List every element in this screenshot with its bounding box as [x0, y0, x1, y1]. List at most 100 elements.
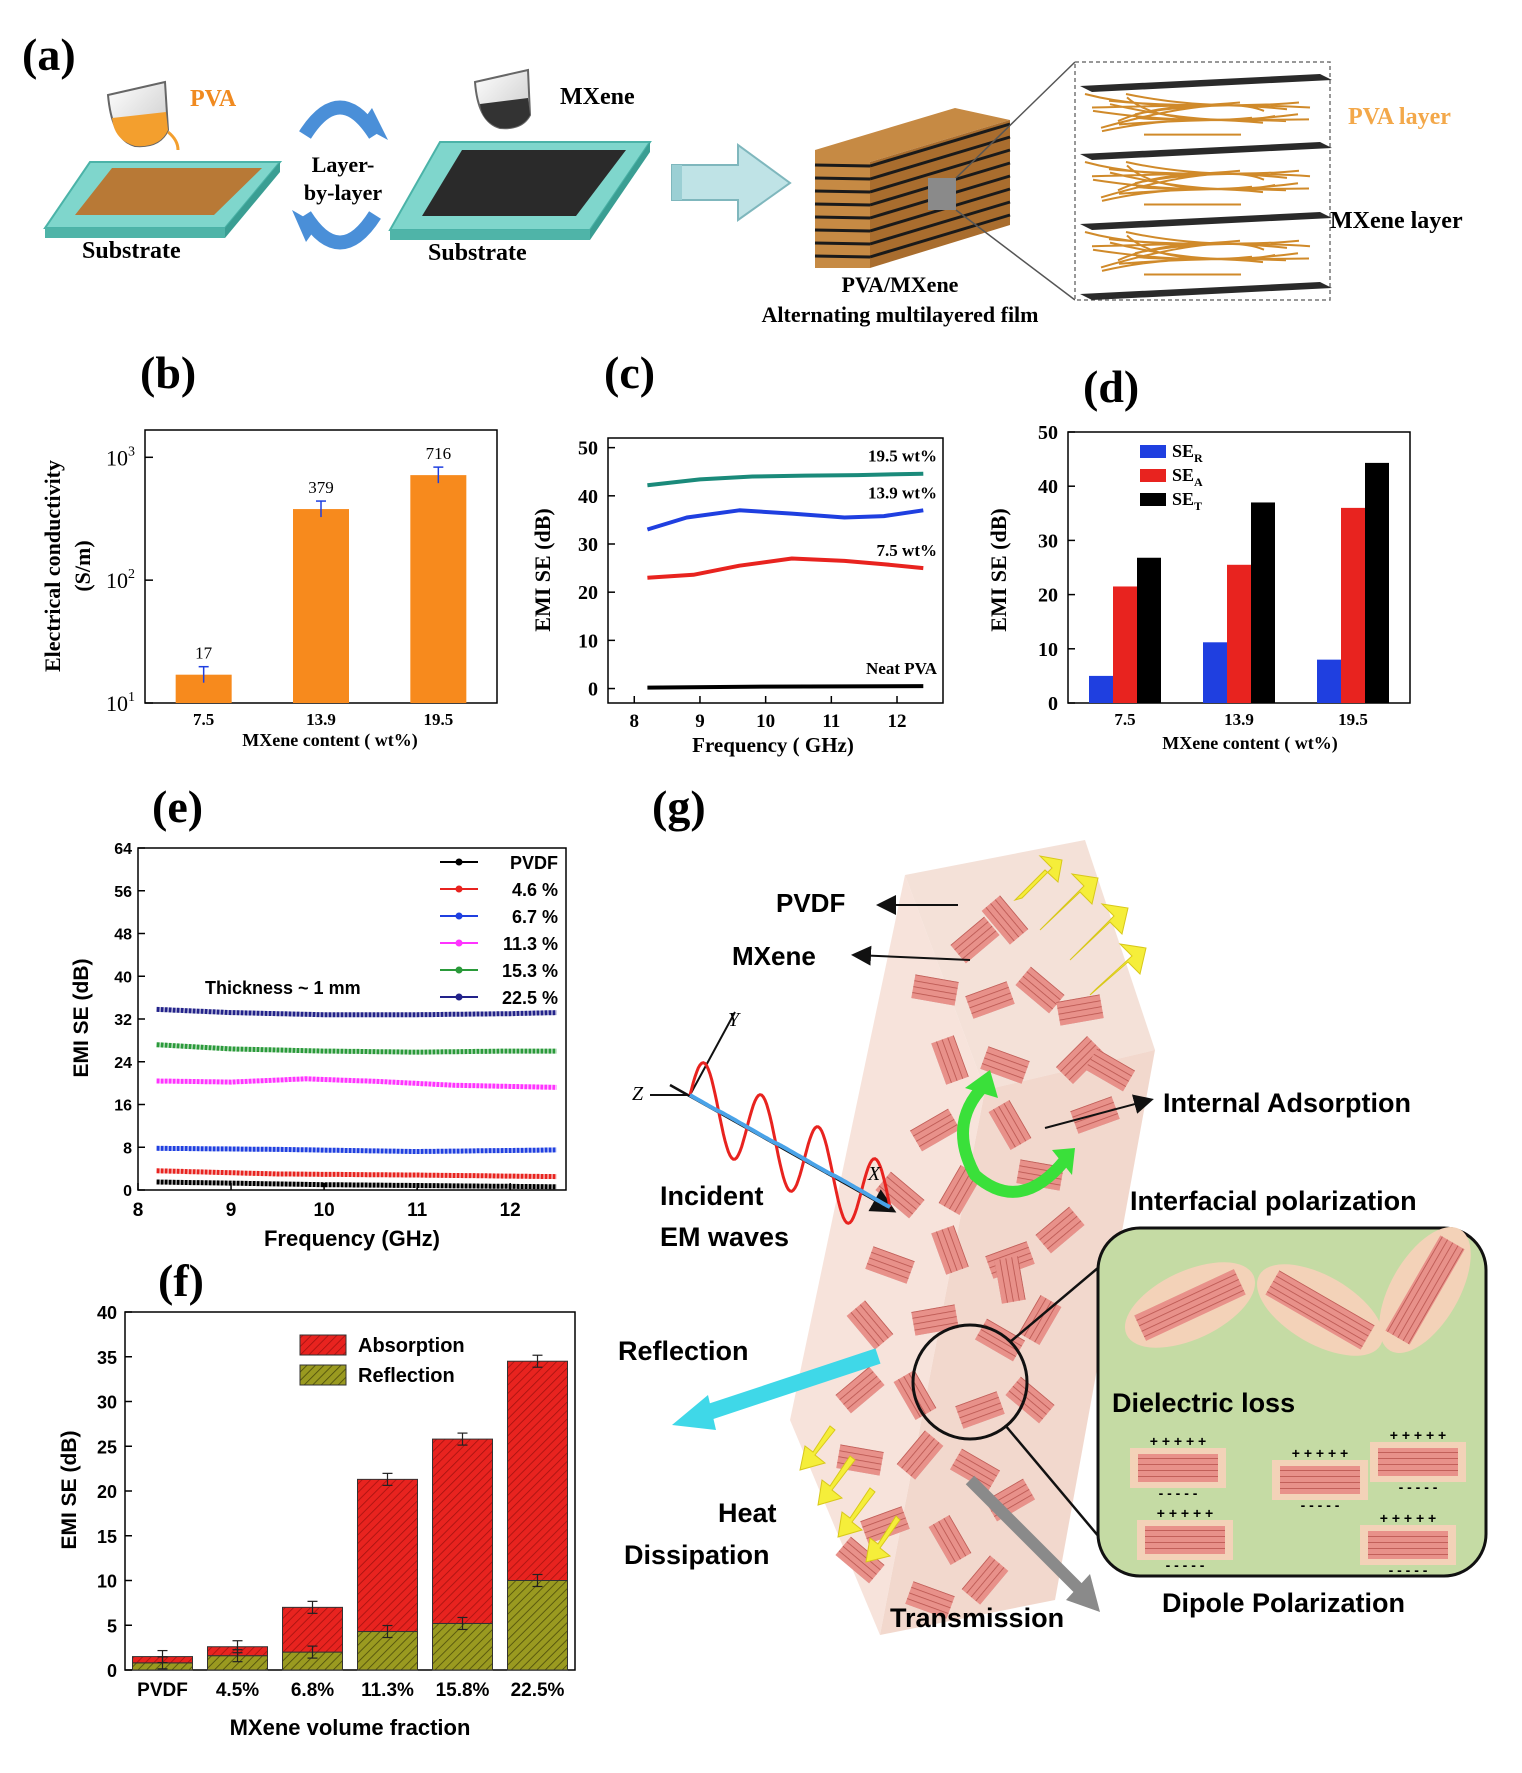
- internal-adsorption-label: Internal Adsorption: [1163, 1088, 1411, 1118]
- chart-f-bar-absorption: [432, 1438, 493, 1624]
- chart-f-ytick-label: 0: [107, 1661, 117, 1681]
- pva-chains: [1084, 231, 1311, 276]
- em-wave-illustration: [650, 1011, 897, 1225]
- film-stripe: [814, 189, 871, 194]
- incident-label-1: Incident: [660, 1181, 764, 1211]
- chart-e-legend-label: 11.3 %: [503, 934, 558, 954]
- mxene-sheet: [1080, 212, 1332, 230]
- chart-c-lines: 19.5 wt% 13.9 wt% 7.5 wt% Neat PVA: [646, 447, 938, 690]
- pva-substrate-illustration: [43, 161, 283, 238]
- negative-charges: - - - - -: [1301, 1497, 1340, 1513]
- chart-e-xtick-label: 10: [314, 1200, 335, 1221]
- panel-label-a: (a): [22, 29, 76, 80]
- mxene-flake: [965, 981, 1015, 1019]
- inset-flake: [1134, 1269, 1246, 1341]
- film-label-2: Alternating multilayered film: [762, 302, 1039, 327]
- positive-charges: + + + + +: [1390, 1427, 1446, 1443]
- chart-e-ytick-label: 32: [114, 1012, 132, 1029]
- chart-f-bar-absorption: [282, 1606, 343, 1653]
- axis-y-label: Y: [728, 1009, 741, 1031]
- mxene-flake: [1084, 1048, 1136, 1092]
- chart-f-legend-swatch: [299, 1364, 347, 1386]
- chart-c-ytick-label: 10: [578, 630, 598, 652]
- chart-f-ytick-label: 40: [97, 1303, 117, 1323]
- chart-c-series-line: [646, 508, 924, 532]
- negative-charges: - - - - -: [1166, 1557, 1205, 1573]
- pva-chains: [1084, 161, 1311, 206]
- mxene-cup-icon: [473, 68, 532, 130]
- chart-c-ytick-label: 30: [578, 534, 598, 556]
- panel-f-chart: (f) 0 5 10 15 20 25 30 35 40 PVDF 4.5% 6.8% 11.3% 15…: [58, 1255, 576, 1740]
- chart-f-legend-label: Absorption: [358, 1335, 465, 1357]
- layer-by-layer-cycle-icon: [292, 100, 388, 250]
- chart-d-ytick-label: 50: [1038, 422, 1058, 444]
- mxene-label-g: MXene: [732, 941, 816, 971]
- panel-label-d: (d): [1083, 361, 1139, 412]
- mxene-pointer: [851, 945, 971, 966]
- panel-label-b: (b): [140, 347, 196, 398]
- chart-f-ytick-label: 25: [97, 1437, 117, 1457]
- chart-f-xtick-label: 22.5%: [511, 1680, 565, 1701]
- chart-d-legend-label: SET: [1172, 489, 1202, 513]
- chart-f-bar-reflection: [507, 1580, 568, 1671]
- mxene-flake: [835, 1536, 885, 1584]
- mxene-flake: [974, 1318, 1026, 1362]
- positive-charges: + + + + +: [1380, 1510, 1436, 1526]
- chart-d-xtick-label: 13.9: [1224, 710, 1254, 729]
- chart-e-frame: [137, 847, 567, 1191]
- mxene-flake: [1056, 994, 1104, 1026]
- chart-e-legend-marker: [455, 993, 463, 1001]
- pva-chains: [1084, 93, 1311, 136]
- chart-e-legend-marker: [455, 858, 463, 866]
- chart-b-ylabel-2: (S/m): [70, 540, 95, 591]
- mxene-flake: [909, 1108, 961, 1152]
- chart-b-ylabel-1: Electrical conductivity: [40, 460, 65, 672]
- chart-c-xlabel: Frequency ( GHz): [692, 733, 854, 757]
- chart-c-series-label: 19.5 wt%: [868, 447, 937, 466]
- chart-c-xtick-label: 9: [695, 711, 705, 732]
- film-stripe: [814, 241, 871, 246]
- layer-by-layer-label-1: Layer-: [312, 152, 375, 177]
- chart-d-xtick-label: 7.5: [1114, 710, 1135, 729]
- chart-f-ytick-label: 20: [97, 1482, 117, 1502]
- film-stripe: [869, 200, 1011, 246]
- mxene-flake: [860, 1506, 910, 1544]
- negative-charges: - - - - -: [1399, 1479, 1438, 1495]
- mxene-flake: [835, 1366, 885, 1414]
- chart-f-legend: Absorption Reflection: [299, 1334, 465, 1387]
- chart-e-ytick-label: 48: [114, 927, 132, 944]
- internal-adsorption-cycle-icon: [957, 1070, 1075, 1198]
- chart-c-ytick-label: 50: [578, 438, 598, 460]
- pva-cup-icon: [106, 80, 180, 151]
- chart-b-ytick-label: 102: [106, 567, 135, 593]
- chart-b-xtick-label: 19.5: [423, 710, 453, 729]
- mxene-flake: [955, 1391, 1005, 1429]
- chart-e-legend-marker: [455, 885, 463, 893]
- chart-e-ytick-label: 64: [114, 841, 132, 858]
- chart-d-bar: [1317, 659, 1341, 703]
- chart-c-series-label: 13.9 wt%: [868, 483, 937, 502]
- panel-g-schematic: (g): [618, 781, 1488, 1635]
- chart-c-frame: [607, 437, 944, 704]
- chart-c-ytick-label: 40: [578, 486, 598, 508]
- chart-e-legend-label: 22.5 %: [502, 988, 558, 1008]
- multilayer-film-illustration: [814, 61, 1076, 301]
- transmission-label: Transmission: [890, 1603, 1064, 1633]
- mxene-layer-label: MXene layer: [1330, 208, 1463, 234]
- chart-b-value-label: 716: [426, 444, 452, 463]
- mxene-flake: [865, 1246, 915, 1284]
- chart-d-ytick-label: 10: [1038, 639, 1058, 661]
- film-stripe: [814, 202, 871, 207]
- chart-c-series-label: Neat PVA: [866, 659, 938, 678]
- chart-c-xtick-label: 11: [822, 711, 840, 732]
- chart-c-xtick-label: 8: [630, 711, 640, 732]
- substrate-label-1: Substrate: [82, 238, 181, 264]
- positive-charges: + + + + +: [1150, 1433, 1206, 1449]
- positive-charges: + + + + +: [1157, 1505, 1213, 1521]
- magnifier-line-top: [1009, 1261, 1106, 1343]
- panel-label-f: (f): [158, 1255, 204, 1306]
- chart-f-ytick-label: 15: [97, 1527, 117, 1547]
- chart-e-legend-marker: [455, 912, 463, 920]
- mxene-flake: [911, 974, 959, 1006]
- chart-f-bars: PVDF 4.5% 6.8% 11.3% 15.8% 22.5%: [132, 1354, 568, 1701]
